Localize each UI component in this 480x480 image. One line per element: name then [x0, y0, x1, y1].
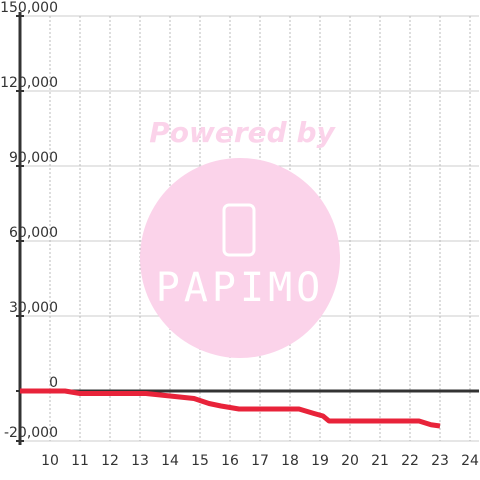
x-tick-label: 10	[41, 453, 59, 469]
y-tick-label: 0	[49, 375, 58, 391]
x-tick-label: 11	[71, 453, 89, 469]
x-tick-label: 18	[281, 453, 299, 469]
y-tick-label: 60,000	[9, 225, 58, 241]
y-tick-label: 120,000	[0, 75, 58, 91]
x-tick-label: 16	[221, 453, 239, 469]
x-tick-label: 13	[131, 453, 149, 469]
x-tick-label: 14	[161, 453, 179, 469]
y-tick-label: 30,000	[9, 300, 58, 316]
watermark-logo: PAPIMO	[156, 265, 325, 311]
watermark-icon	[222, 203, 256, 257]
x-tick-label: 15	[191, 453, 209, 469]
x-tick-label: 24	[461, 453, 479, 469]
x-tick-label: 22	[401, 453, 419, 469]
watermark-text: Powered by	[149, 116, 336, 149]
x-tick-label: 17	[251, 453, 269, 469]
watermark-circle	[140, 158, 340, 358]
x-tick-label: 21	[371, 453, 389, 469]
y-tick-label: 90,000	[9, 150, 58, 166]
x-tick-label: 19	[311, 453, 329, 469]
x-tick-label: 12	[101, 453, 119, 469]
x-tick-label: 23	[431, 453, 449, 469]
x-tick-label: 20	[341, 453, 359, 469]
line	[20, 388, 441, 429]
y-tick-label: -20,000	[4, 425, 58, 441]
y-tick-label: 150,000	[0, 0, 58, 16]
